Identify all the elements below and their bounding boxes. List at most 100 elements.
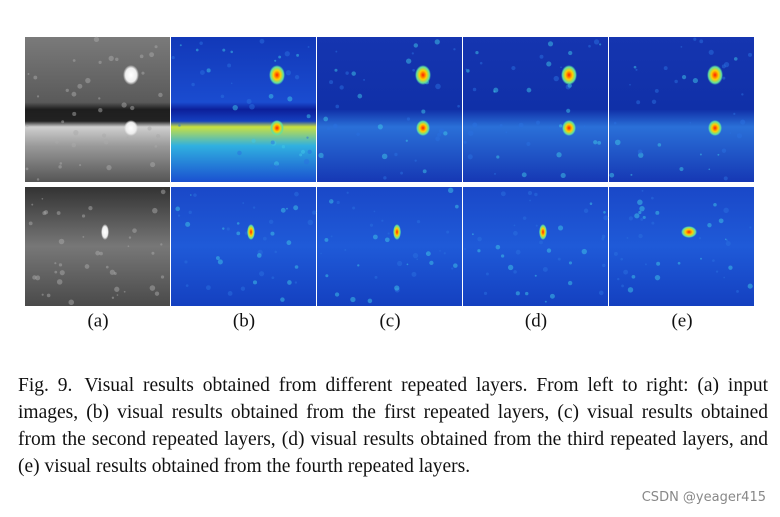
hotspot (393, 224, 401, 240)
texture (373, 210, 376, 213)
image-panel (25, 37, 170, 182)
texture (650, 196, 654, 200)
image-panel (317, 37, 462, 182)
texture (699, 153, 702, 156)
texture (184, 260, 188, 264)
texture (102, 133, 107, 138)
hotspot (123, 65, 139, 85)
texture (560, 66, 562, 69)
texture (621, 284, 624, 288)
texture (294, 265, 299, 269)
texture (300, 149, 306, 154)
panel-label: (a) (87, 310, 108, 331)
texture (521, 172, 527, 178)
texture (603, 215, 609, 221)
texture (149, 285, 156, 291)
texture (280, 207, 286, 213)
texture (717, 153, 720, 156)
texture (130, 105, 135, 111)
texture (132, 228, 137, 233)
texture (421, 109, 426, 114)
texture (127, 245, 130, 248)
texture (281, 145, 286, 149)
texture (493, 87, 499, 93)
texture (740, 119, 746, 125)
texture (296, 53, 300, 57)
texture (150, 162, 156, 168)
texture (25, 124, 29, 128)
texture (656, 261, 661, 266)
texture (455, 204, 459, 209)
texture (178, 124, 181, 127)
texture (546, 61, 552, 67)
texture (158, 92, 163, 98)
texture (411, 271, 417, 277)
texture (270, 140, 275, 145)
texture (294, 191, 299, 197)
texture (369, 223, 374, 227)
texture (46, 293, 51, 298)
texture (41, 197, 44, 200)
hotspot (415, 65, 431, 85)
texture (535, 120, 541, 125)
texture (334, 292, 340, 297)
texture (583, 125, 586, 128)
texture (54, 262, 57, 265)
texture (495, 244, 501, 250)
texture (334, 68, 338, 72)
texture (352, 206, 356, 210)
texture (324, 237, 329, 242)
texture (294, 281, 298, 284)
texture (644, 263, 647, 266)
texture (294, 74, 300, 80)
hotspot (270, 120, 284, 136)
texture (568, 50, 573, 56)
texture (513, 270, 517, 274)
texture (190, 194, 192, 196)
texture (468, 130, 474, 136)
texture (425, 251, 431, 257)
texture (651, 221, 655, 225)
texture (467, 154, 473, 160)
texture (556, 152, 562, 158)
texture (637, 199, 643, 206)
texture (729, 132, 732, 134)
texture (747, 283, 753, 289)
texture (36, 95, 40, 98)
texture (438, 128, 445, 134)
texture (416, 219, 421, 224)
texture (98, 97, 101, 100)
texture (681, 75, 687, 80)
image-panel (171, 37, 316, 182)
texture (723, 176, 728, 181)
texture (59, 270, 65, 276)
texture (547, 41, 554, 47)
texture (413, 43, 419, 48)
texture (274, 59, 277, 62)
texture (262, 236, 267, 241)
texture (539, 240, 543, 245)
texture (637, 149, 643, 155)
texture (335, 104, 340, 109)
texture (111, 296, 115, 299)
texture (141, 71, 145, 75)
texture (230, 82, 233, 85)
texture (278, 55, 282, 59)
texture (560, 172, 566, 179)
texture (406, 117, 411, 121)
texture (54, 270, 58, 274)
texture (535, 224, 538, 227)
texture (623, 269, 629, 275)
texture (628, 216, 634, 221)
texture (526, 141, 531, 147)
texture (566, 108, 571, 113)
texture (518, 122, 524, 128)
texture (642, 215, 646, 219)
texture (639, 205, 645, 212)
texture (583, 208, 589, 214)
texture (472, 122, 478, 128)
texture (88, 205, 93, 211)
texture (483, 291, 488, 295)
texture (463, 140, 467, 144)
texture (405, 58, 412, 64)
